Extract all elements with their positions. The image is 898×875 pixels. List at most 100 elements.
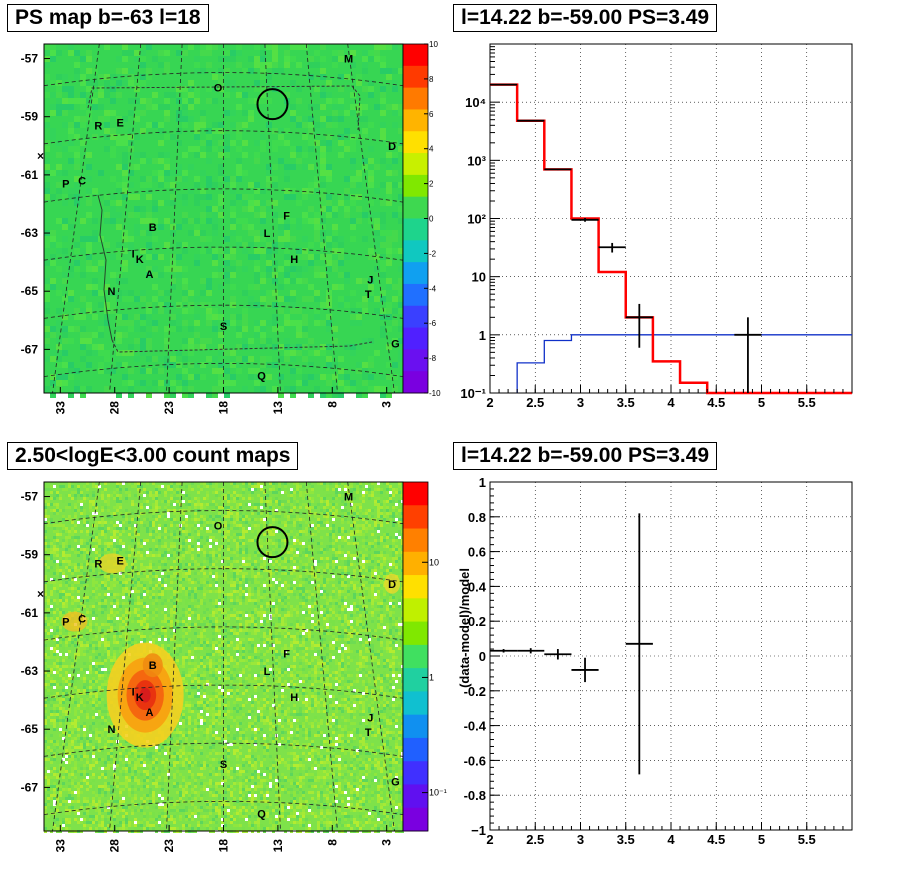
noise-pixel (248, 596, 251, 599)
noise-pixel (332, 593, 335, 596)
noise-pixel (296, 200, 302, 206)
noise-pixel (239, 548, 242, 551)
noise-pixel (128, 182, 134, 188)
noise-pixel (68, 158, 74, 164)
noise-pixel (218, 164, 224, 170)
noise-pixel (296, 515, 299, 518)
noise-pixel (140, 563, 143, 566)
noise-pixel (389, 500, 392, 503)
noise-pixel (314, 386, 320, 392)
noise-pixel (326, 614, 329, 617)
noise-pixel (275, 611, 278, 614)
noise-pixel (338, 374, 344, 380)
noise-pixel (131, 524, 134, 527)
noise-pixel (272, 44, 278, 50)
noise-pixel (128, 566, 131, 569)
noise-pixel (290, 494, 293, 497)
noise-pixel (380, 617, 383, 620)
noise-pixel (338, 497, 341, 500)
noise-pixel (56, 344, 62, 350)
noise-pixel (131, 596, 134, 599)
noise-pixel (191, 611, 194, 614)
noise-pixel (179, 590, 182, 593)
noise-pixel (389, 491, 392, 494)
noise-pixel (275, 530, 278, 533)
noise-pixel (200, 170, 206, 176)
noise-pixel (281, 491, 284, 494)
noise-pixel (209, 611, 212, 614)
noise-pixel (203, 551, 206, 554)
noise-pixel (179, 494, 182, 497)
noise-pixel (92, 536, 95, 539)
noise-pixel (275, 602, 278, 605)
noise-pixel (50, 170, 56, 176)
noise-pixel (314, 560, 317, 563)
noise-pixel (302, 548, 305, 551)
noise-pixel (80, 581, 83, 584)
noise-pixel (362, 338, 368, 344)
noise-pixel (80, 506, 83, 509)
noise-pixel (50, 485, 53, 488)
noise-pixel (50, 50, 56, 56)
noise-pixel (86, 242, 92, 248)
noise-pixel (89, 491, 92, 494)
noise-pixel (122, 362, 128, 368)
noise-pixel (272, 596, 275, 599)
noise-pixel (308, 557, 311, 560)
noise-pixel (164, 587, 167, 590)
noise-pixel (257, 563, 260, 566)
noise-pixel (137, 527, 140, 530)
noise-pixel (218, 515, 221, 518)
noise-pixel (314, 578, 317, 581)
noise-pixel (254, 539, 257, 542)
noise-pixel (347, 500, 350, 503)
noise-pixel (173, 566, 176, 569)
noise-pixel (239, 614, 242, 617)
noise-pixel (152, 608, 155, 611)
noise-pixel (233, 497, 236, 500)
noise-pixel (146, 617, 149, 620)
noise-pixel (56, 506, 59, 509)
noise-pixel (275, 497, 278, 500)
noise-pixel (383, 503, 386, 506)
noise-pixel (308, 374, 314, 380)
noise-pixel (59, 602, 62, 605)
noise-pixel (119, 533, 122, 536)
noise-pixel (122, 152, 128, 158)
noise-pixel (224, 248, 230, 254)
noise-pixel (89, 569, 92, 572)
noise-pixel (332, 575, 335, 578)
noise-pixel (356, 566, 359, 569)
noise-pixel (71, 587, 74, 590)
noise-pixel (272, 302, 278, 308)
noise-pixel (116, 296, 122, 302)
noise-pixel (380, 524, 383, 527)
noise-pixel (62, 314, 68, 320)
noise-pixel (110, 485, 113, 488)
noise-pixel (194, 332, 200, 338)
noise-pixel (170, 494, 173, 497)
noise-pixel (164, 266, 170, 272)
noise-pixel (266, 551, 269, 554)
noise-pixel (125, 548, 128, 551)
noise-pixel (365, 512, 368, 515)
noise-pixel (290, 542, 293, 545)
noise-pixel (203, 518, 206, 521)
noise-pixel (380, 509, 383, 512)
noise-pixel (380, 122, 386, 128)
noise-pixel (50, 578, 53, 581)
noise-pixel (218, 518, 221, 521)
noise-pixel (239, 611, 242, 614)
noise-pixel (290, 551, 293, 554)
noise-pixel (398, 548, 401, 551)
noise-pixel (281, 542, 284, 545)
noise-pixel (104, 122, 110, 128)
noise-pixel (344, 611, 347, 614)
noise-pixel (371, 611, 374, 614)
noise-pixel (266, 98, 272, 104)
noise-pixel (203, 524, 206, 527)
noise-pixel (260, 611, 263, 614)
noise-pixel (275, 545, 278, 548)
noise-pixel (77, 608, 80, 611)
noise-pixel (305, 569, 308, 572)
